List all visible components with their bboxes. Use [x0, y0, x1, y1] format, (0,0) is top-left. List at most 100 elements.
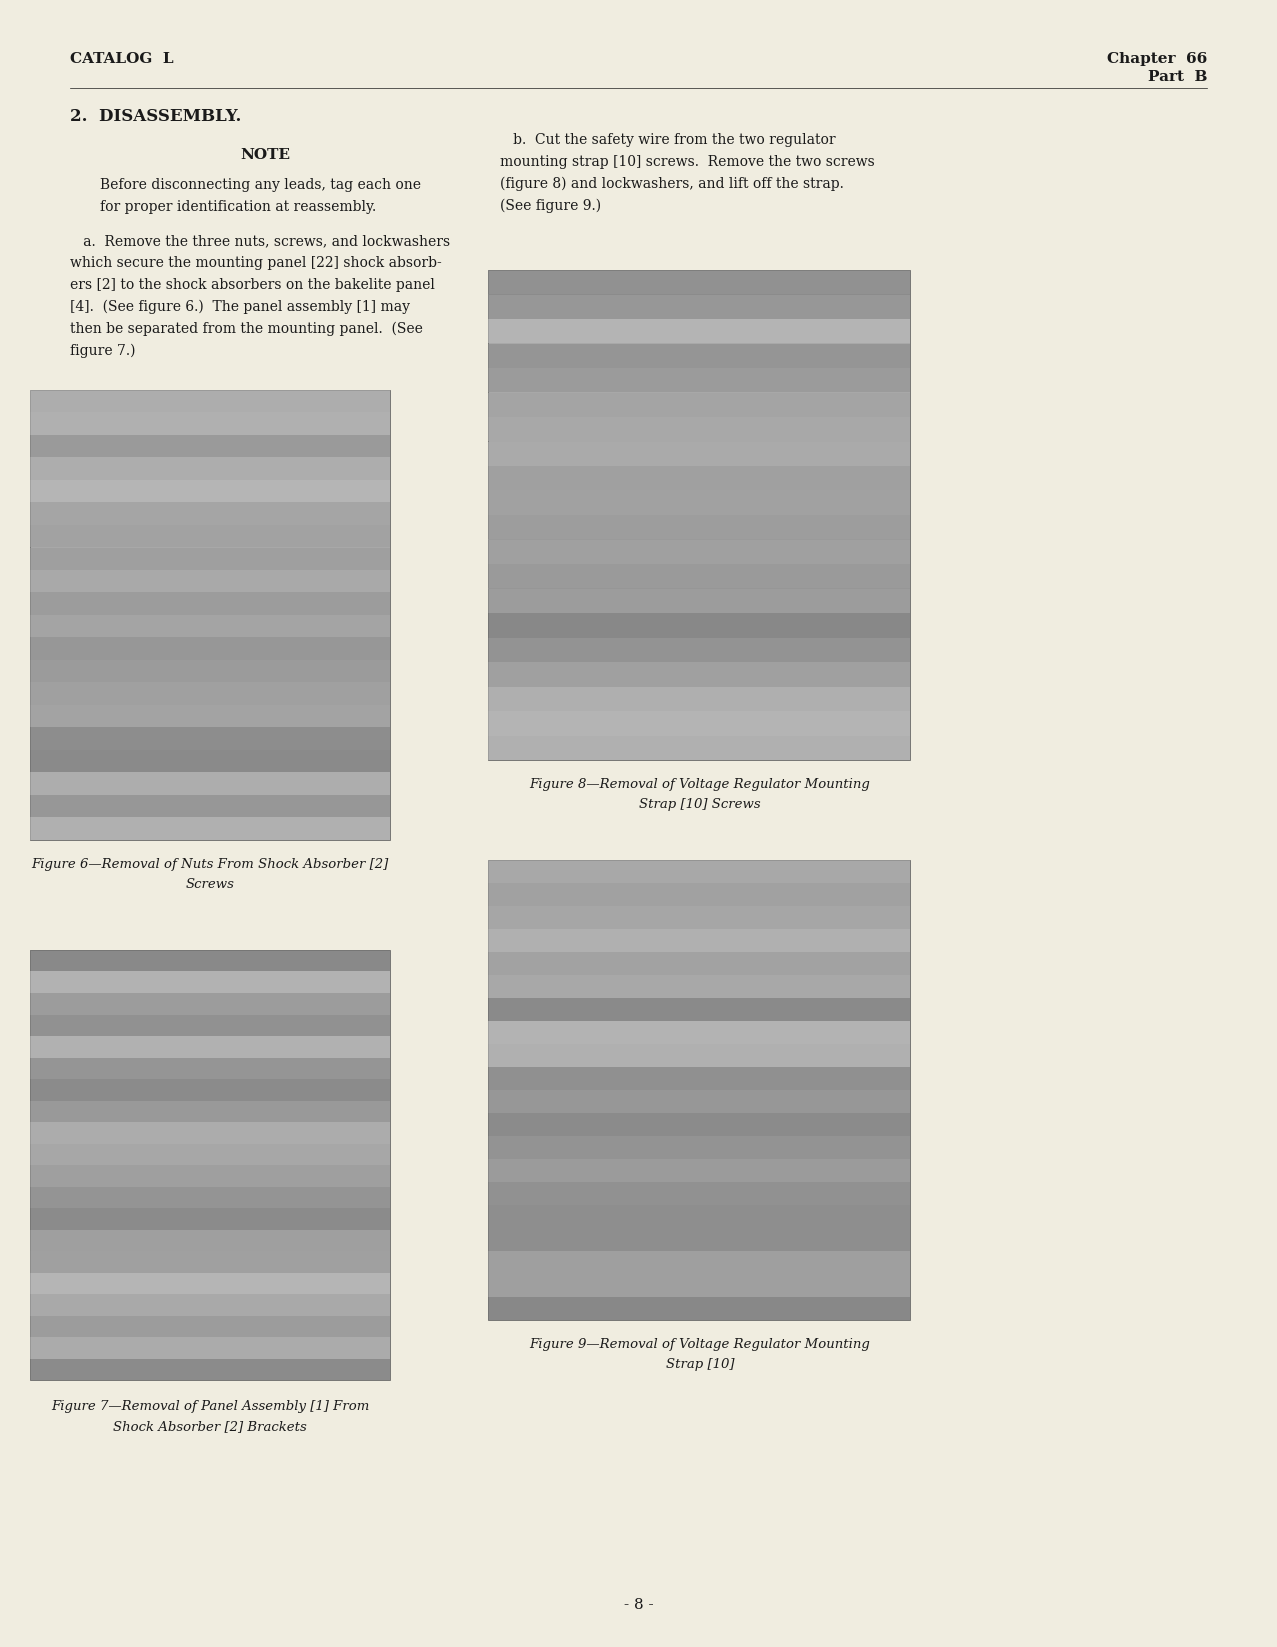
Bar: [488, 860, 911, 1319]
Bar: [29, 660, 389, 682]
Bar: [488, 563, 911, 588]
Bar: [29, 1273, 389, 1295]
Bar: [29, 1252, 389, 1273]
Text: Chapter  66: Chapter 66: [1107, 53, 1207, 66]
Bar: [29, 749, 389, 772]
Bar: [29, 390, 389, 840]
Bar: [488, 270, 911, 295]
Bar: [488, 1113, 911, 1136]
Bar: [29, 525, 389, 547]
Text: Strap [10] Screws: Strap [10] Screws: [640, 799, 761, 810]
Bar: [488, 1159, 911, 1183]
Text: a.  Remove the three nuts, screws, and lockwashers: a. Remove the three nuts, screws, and lo…: [70, 234, 450, 249]
Text: Figure 8—Removal of Voltage Regulator Mounting: Figure 8—Removal of Voltage Regulator Mo…: [530, 777, 871, 791]
Text: Figure 7—Removal of Panel Assembly [1] From: Figure 7—Removal of Panel Assembly [1] F…: [51, 1400, 369, 1413]
Bar: [29, 1164, 389, 1186]
Bar: [29, 817, 389, 840]
Text: CATALOG  L: CATALOG L: [70, 53, 174, 66]
Text: Strap [10]: Strap [10]: [665, 1359, 734, 1370]
Bar: [488, 929, 911, 952]
Text: ers [2] to the shock absorbers on the bakelite panel: ers [2] to the shock absorbers on the ba…: [70, 278, 435, 292]
Bar: [488, 637, 911, 662]
Bar: [488, 1044, 911, 1067]
Bar: [29, 1359, 389, 1380]
Bar: [488, 952, 911, 975]
Text: Shock Absorber [2] Brackets: Shock Absorber [2] Brackets: [114, 1420, 306, 1433]
Bar: [29, 1186, 389, 1207]
Text: Before disconnecting any leads, tag each one: Before disconnecting any leads, tag each…: [100, 178, 421, 193]
Bar: [488, 540, 911, 563]
Bar: [29, 1230, 389, 1252]
Bar: [488, 417, 911, 441]
Bar: [29, 950, 389, 1380]
Bar: [488, 975, 911, 998]
Text: for proper identification at reassembly.: for proper identification at reassembly.: [100, 199, 377, 214]
Text: (figure 8) and lockwashers, and lift off the strap.: (figure 8) and lockwashers, and lift off…: [501, 176, 844, 191]
Bar: [488, 1136, 911, 1159]
Bar: [29, 412, 389, 435]
Bar: [29, 1057, 389, 1079]
Bar: [488, 491, 911, 516]
Bar: [488, 295, 911, 320]
Bar: [488, 883, 911, 906]
Bar: [29, 1143, 389, 1164]
Text: Figure 6—Removal of Nuts From Shock Absorber [2]: Figure 6—Removal of Nuts From Shock Abso…: [32, 858, 388, 871]
Bar: [29, 772, 389, 796]
Bar: [488, 1067, 911, 1090]
Bar: [488, 344, 911, 367]
Bar: [488, 392, 911, 417]
Bar: [29, 1207, 389, 1230]
Bar: [488, 320, 911, 344]
Bar: [488, 906, 911, 929]
Text: 2.  DISASSEMBLY.: 2. DISASSEMBLY.: [70, 109, 241, 125]
Bar: [488, 588, 911, 613]
Bar: [488, 998, 911, 1021]
Bar: [488, 270, 911, 759]
Bar: [488, 1090, 911, 1113]
Bar: [488, 687, 911, 712]
Text: Screws: Screws: [185, 878, 235, 891]
Bar: [29, 728, 389, 749]
Bar: [488, 1296, 911, 1319]
Bar: [29, 1122, 389, 1143]
Bar: [488, 712, 911, 736]
Bar: [488, 736, 911, 759]
Bar: [488, 1183, 911, 1206]
Bar: [29, 705, 389, 728]
Bar: [29, 796, 389, 817]
Bar: [29, 479, 389, 502]
Bar: [29, 458, 389, 479]
Bar: [29, 1316, 389, 1337]
Bar: [488, 367, 911, 392]
Bar: [488, 1206, 911, 1229]
Text: mounting strap [10] screws.  Remove the two screws: mounting strap [10] screws. Remove the t…: [501, 155, 875, 170]
Bar: [29, 502, 389, 525]
Text: NOTE: NOTE: [240, 148, 290, 161]
Bar: [488, 860, 911, 883]
Bar: [29, 1295, 389, 1316]
Bar: [29, 637, 389, 660]
Text: - 8 -: - 8 -: [623, 1598, 654, 1612]
Bar: [29, 435, 389, 458]
Text: (See figure 9.): (See figure 9.): [501, 199, 601, 214]
Bar: [29, 682, 389, 705]
Bar: [488, 466, 911, 491]
Text: Part  B: Part B: [1148, 71, 1207, 84]
Bar: [488, 516, 911, 540]
Bar: [29, 1337, 389, 1359]
Bar: [29, 1036, 389, 1057]
Bar: [488, 1229, 911, 1252]
Bar: [29, 1015, 389, 1036]
Bar: [488, 1275, 911, 1296]
Bar: [29, 614, 389, 637]
Bar: [488, 1252, 911, 1275]
Bar: [29, 993, 389, 1015]
Bar: [29, 972, 389, 993]
Text: figure 7.): figure 7.): [70, 344, 135, 359]
Bar: [488, 441, 911, 466]
Text: b.  Cut the safety wire from the two regulator: b. Cut the safety wire from the two regu…: [501, 133, 835, 147]
Bar: [488, 1021, 911, 1044]
Text: then be separated from the mounting panel.  (See: then be separated from the mounting pane…: [70, 323, 423, 336]
Bar: [29, 547, 389, 570]
Bar: [29, 1079, 389, 1100]
